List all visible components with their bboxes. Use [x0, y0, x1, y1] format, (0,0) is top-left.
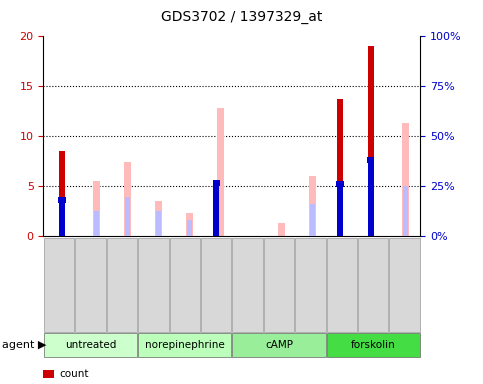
Bar [310, 204, 315, 236]
Bar [367, 157, 374, 163]
Bar [59, 197, 65, 236]
Text: forskolin: forskolin [351, 340, 396, 350]
Bar [94, 211, 99, 236]
Bar [309, 176, 316, 236]
Bar [403, 186, 408, 236]
Bar [124, 162, 131, 236]
Bar [336, 181, 343, 187]
Bar [402, 123, 409, 236]
Bar [155, 201, 162, 236]
Bar [368, 157, 374, 236]
Bar [217, 108, 224, 236]
Bar [186, 220, 192, 236]
Bar [156, 211, 161, 236]
Bar [186, 213, 193, 236]
Text: GDS3702 / 1397329_at: GDS3702 / 1397329_at [161, 10, 322, 23]
Text: norepinephrine: norepinephrine [145, 340, 225, 350]
Bar [213, 180, 220, 186]
Bar [213, 180, 219, 236]
Bar [93, 181, 100, 236]
Bar [337, 99, 343, 236]
Bar [368, 46, 373, 236]
Text: count: count [59, 369, 88, 379]
Text: cAMP: cAMP [265, 340, 293, 350]
Text: untreated: untreated [65, 340, 116, 350]
Bar [279, 223, 285, 236]
Text: agent ▶: agent ▶ [2, 340, 47, 350]
Bar [59, 151, 65, 236]
Bar [337, 181, 343, 236]
Bar [58, 197, 66, 203]
Bar [125, 197, 130, 236]
